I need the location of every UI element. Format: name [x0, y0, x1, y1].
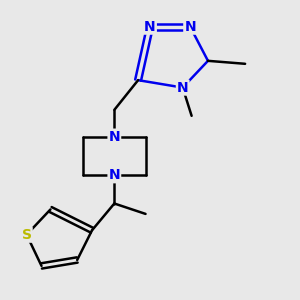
Text: S: S [22, 228, 32, 242]
Text: N: N [184, 20, 196, 34]
Text: N: N [109, 168, 120, 182]
Text: N: N [177, 81, 188, 94]
Text: N: N [144, 20, 156, 34]
Text: N: N [109, 130, 120, 144]
